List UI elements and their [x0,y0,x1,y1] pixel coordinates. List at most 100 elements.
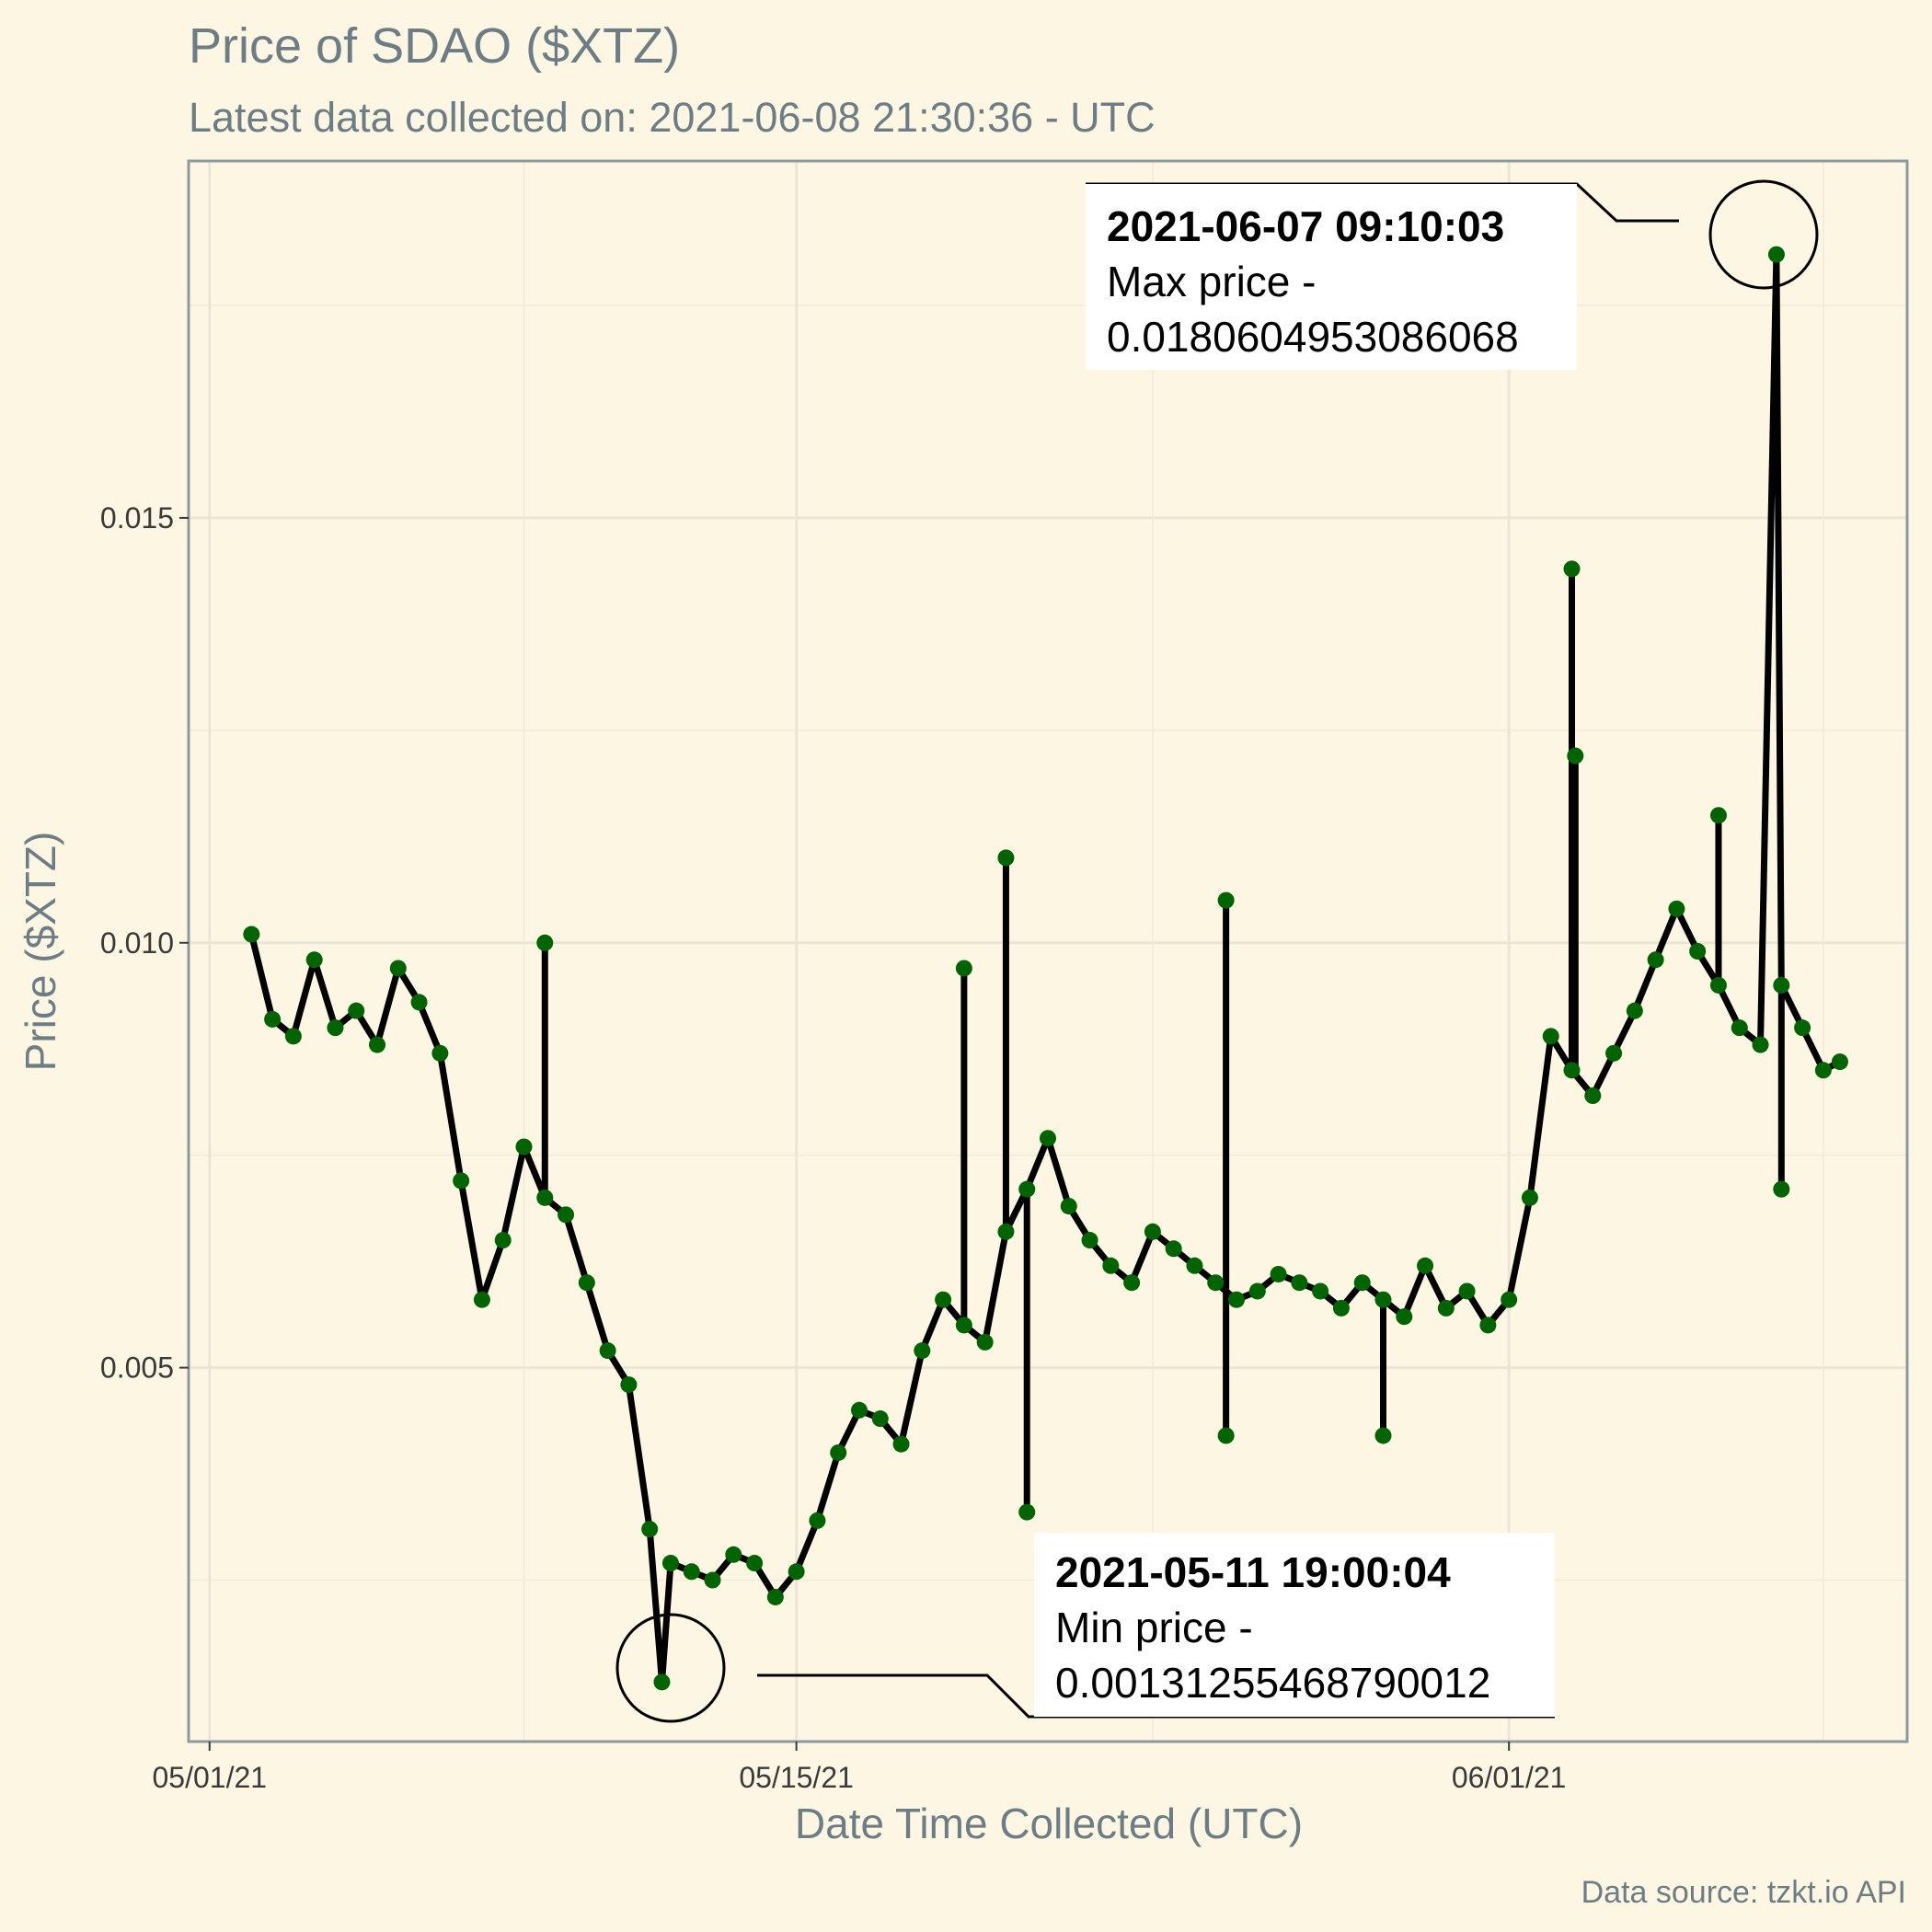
y-tick-label: 0.015 [100,501,174,535]
price-point [1689,943,1707,960]
price-point [1584,1087,1602,1105]
price-point [1668,900,1685,917]
price-spike-point [997,849,1015,867]
price-point [1081,1232,1098,1249]
price-spike-point [1709,807,1727,824]
price-point [1709,976,1727,994]
price-point [243,926,260,943]
price-point [725,1546,742,1563]
price-point [661,1555,679,1572]
price-spike-point [1217,1427,1235,1444]
price-point [1542,1028,1559,1045]
price-point [653,1673,671,1691]
price-spike-point [955,960,972,977]
price-point [1814,1062,1832,1079]
price-point [1228,1291,1246,1308]
price-point [809,1512,826,1529]
price-spike-point [1567,747,1584,765]
price-spike-point [1563,560,1581,578]
price-point [1040,1130,1056,1147]
price-point [1144,1223,1161,1240]
x-tick-label: 06/01/21 [1452,1761,1567,1794]
price-point [683,1563,700,1581]
price-point [641,1521,659,1538]
price-point [892,1435,910,1453]
price-point [766,1588,784,1605]
price-point [305,951,323,969]
price-point [1332,1299,1350,1317]
price-point [431,1044,449,1062]
price-point [494,1232,512,1249]
price-point [1731,1019,1748,1037]
price-point [1374,1291,1392,1308]
price-point [1501,1291,1518,1308]
y-axis-ticks: 0.005 0.010 0.015 [100,501,189,1385]
price-point [1186,1257,1203,1274]
plot-background [189,161,1907,1742]
price-point [453,1172,470,1190]
price-point [1417,1257,1434,1274]
price-point [1060,1198,1077,1215]
price-point [515,1138,533,1156]
min-price-annotation: 2021-05-11 19:00:04 Min price - 0.001312… [615,1533,1555,1723]
max-price-annotation: 2021-06-07 09:10:03 Max price - 0.018060… [1086,179,1819,370]
max-price-circle [1708,179,1819,290]
price-point [1752,1036,1769,1053]
series-points [243,246,1848,1691]
min-price-circle [615,1613,726,1723]
max-price-date: 2021-06-07 09:10:03 [1107,202,1504,250]
price-point [369,1036,386,1053]
y-tick-label: 0.010 [100,926,174,960]
x-tick-label: 05/01/21 [152,1761,267,1794]
price-point [1248,1282,1266,1300]
price-point [327,1019,344,1037]
price-point [1479,1317,1497,1334]
min-price-value: 0.0013125546879001​2 [1055,1659,1490,1707]
price-point [620,1376,638,1394]
price-spike-point [1773,1180,1790,1198]
price-point [264,1010,282,1028]
price-point [348,1002,365,1019]
chart-title: Price of SDAO ($XTZ) [189,18,680,74]
price-point [536,1189,554,1206]
price-point [1458,1282,1476,1300]
price-point [1353,1274,1371,1292]
price-point [704,1571,721,1589]
y-tick-label: 0.005 [100,1351,174,1385]
price-point [389,960,407,977]
price-point [578,1274,595,1292]
price-spike-point [1018,1503,1036,1521]
price-point [284,1028,302,1045]
price-point [1767,246,1785,263]
price-point [1396,1308,1413,1326]
price-point [746,1555,764,1572]
price-point [1437,1299,1455,1317]
price-point [599,1342,616,1360]
price-point [1773,976,1790,994]
y-axis-title: Price ($XTZ) [17,832,64,1072]
price-point [1270,1265,1287,1282]
max-price-value: 0.0180604953086068 [1107,313,1519,361]
price-point [1521,1189,1538,1206]
data-source-caption: Data source: tzkt.io API [1581,1875,1906,1910]
price-point [1312,1282,1329,1300]
max-price-label-box [1086,184,1577,370]
price-point [410,994,428,1011]
min-price-date: 2021-05-11 19:00:04 [1055,1548,1451,1596]
price-point [1794,1019,1811,1037]
plot-panel [187,159,1909,1743]
min-price-label: Min price - [1055,1604,1253,1651]
chart-subtitle: Latest data collected on: 2021-06-08 21:… [189,94,1156,141]
price-spike-point [1217,891,1235,909]
x-axis-title: Date Time Collected (UTC) [795,1800,1303,1847]
min-price-label-box [1034,1533,1555,1717]
price-point [850,1401,868,1419]
price-point [473,1291,490,1308]
price-spike-point [1374,1427,1392,1444]
price-point [914,1342,931,1360]
price-point [558,1206,575,1224]
price-point [1102,1257,1120,1274]
price-point [997,1223,1015,1240]
price-point [976,1333,994,1351]
